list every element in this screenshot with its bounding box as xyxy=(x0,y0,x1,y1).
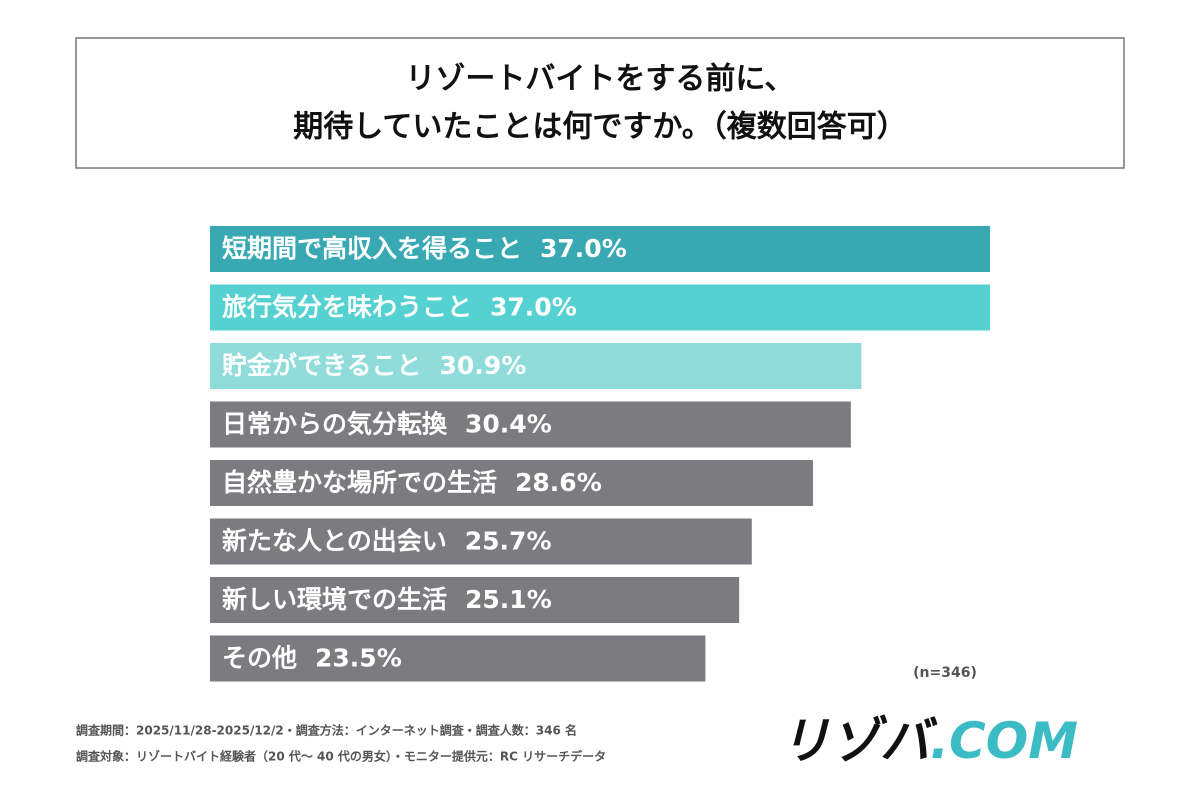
value-label: 37.0% xyxy=(540,234,627,263)
bar xyxy=(210,518,752,565)
bar xyxy=(210,343,862,389)
bar-label: 新たな人との出会い 25.7% xyxy=(222,527,552,556)
bar-label: 短期間で高収入を得ること 37.0% xyxy=(222,234,627,263)
title-box xyxy=(75,37,1125,169)
category-label: 自然豊かな場所での生活 xyxy=(222,468,497,497)
category-label: その他 xyxy=(222,644,297,673)
bar xyxy=(210,284,990,331)
value-label: 37.0% xyxy=(490,293,577,322)
value-label: 25.1% xyxy=(465,585,552,614)
bar xyxy=(210,226,990,272)
value-label: 30.9% xyxy=(440,351,527,380)
bar-label: 新しい環境での生活 25.1% xyxy=(222,585,552,614)
chart-title: 期待していたことは何ですか。（複数回答可） xyxy=(293,110,907,145)
footnote: 調査対象：リゾートバイト経験者（20 代〜 40 代の男女）・モニター提供元：R… xyxy=(76,749,606,764)
value-label: 23.5% xyxy=(315,644,402,673)
category-label: 短期間で高収入を得ること xyxy=(222,234,522,263)
sample-note: (n=346) xyxy=(913,665,977,681)
bar-label: 自然豊かな場所での生活 28.6% xyxy=(222,468,602,497)
bar-label: 旅行気分を味わうこと 37.0% xyxy=(222,293,577,322)
bar xyxy=(210,635,706,682)
category-label: 日常からの気分転換 xyxy=(222,410,448,439)
category-label: 旅行気分を味わうこと xyxy=(222,293,472,322)
logo-suffix: .COM xyxy=(930,712,1078,770)
value-label: 25.7% xyxy=(465,527,552,556)
footnote: 調査期間：2025/11/28-2025/12/2・調査方法：インターネット調査… xyxy=(76,723,577,738)
category-label: 貯金ができること xyxy=(222,351,422,380)
category-label: 新たな人との出会い xyxy=(222,527,447,556)
category-label: 新しい環境での生活 xyxy=(222,585,447,614)
logo-main: リゾバ xyxy=(780,712,938,770)
chart-title: リゾートバイトをする前に、 xyxy=(405,62,794,97)
logo: リゾバ.COM xyxy=(780,712,1078,770)
bar-label: 日常からの気分転換 30.4% xyxy=(222,410,552,439)
bar xyxy=(210,460,813,506)
bar-label: その他 23.5% xyxy=(222,644,402,673)
bar xyxy=(210,401,851,448)
value-label: 28.6% xyxy=(515,468,602,497)
bar-label: 貯金ができること 30.9% xyxy=(222,351,526,380)
bar xyxy=(210,577,740,623)
value-label: 30.4% xyxy=(465,410,552,439)
